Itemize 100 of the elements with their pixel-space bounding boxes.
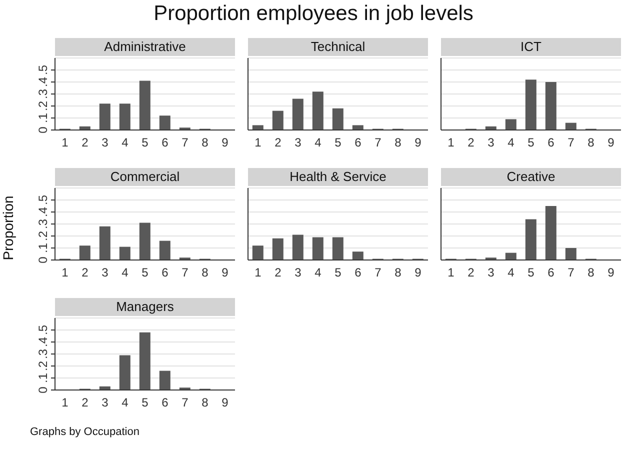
x-tick-label: 5 bbox=[528, 266, 535, 280]
x-tick-label: 6 bbox=[162, 266, 169, 280]
y-tick-label: .2 bbox=[36, 230, 50, 242]
bar bbox=[119, 104, 130, 130]
x-tick-label: 5 bbox=[334, 136, 342, 150]
bar bbox=[292, 98, 304, 130]
bar bbox=[332, 237, 344, 260]
x-tick-label: 6 bbox=[162, 396, 169, 410]
x-tick-label: 4 bbox=[314, 266, 322, 280]
y-tick-label: .5 bbox=[36, 324, 50, 336]
x-tick-label: 4 bbox=[314, 136, 322, 150]
x-tick-label: 2 bbox=[82, 136, 89, 150]
x-tick-label: 9 bbox=[222, 136, 229, 150]
x-tick-label: 1 bbox=[254, 136, 262, 150]
chart-subtitle: Commercial bbox=[55, 168, 235, 186]
x-tick-label: 7 bbox=[374, 266, 382, 280]
bar bbox=[565, 122, 576, 130]
x-tick-label: 3 bbox=[294, 136, 302, 150]
bar bbox=[272, 110, 284, 130]
x-tick-label: 5 bbox=[142, 136, 149, 150]
bar bbox=[159, 240, 170, 260]
bar bbox=[312, 92, 324, 130]
bar bbox=[139, 80, 150, 130]
bar bbox=[505, 119, 516, 130]
x-tick-label: 4 bbox=[508, 266, 515, 280]
bar bbox=[99, 104, 110, 130]
bar bbox=[99, 226, 110, 260]
x-tick-label: 1 bbox=[448, 136, 455, 150]
y-tick-label: 0 bbox=[36, 126, 50, 134]
x-tick-label: 9 bbox=[222, 266, 229, 280]
bar bbox=[119, 355, 130, 390]
chart-subtitle: Administrative bbox=[55, 38, 235, 56]
bar bbox=[525, 80, 536, 130]
y-tick-label: 0 bbox=[36, 386, 50, 394]
x-tick-label: 6 bbox=[354, 266, 362, 280]
x-tick-label: 9 bbox=[414, 136, 422, 150]
x-tick-label: 4 bbox=[122, 266, 129, 280]
x-tick-label: 5 bbox=[334, 266, 342, 280]
y-tick-label: 0 bbox=[36, 256, 50, 264]
x-tick-label: 9 bbox=[608, 266, 615, 280]
x-tick-label: 8 bbox=[202, 136, 209, 150]
x-tick-label: 7 bbox=[182, 266, 189, 280]
x-tick-label: 6 bbox=[548, 266, 555, 280]
x-tick-label: 5 bbox=[142, 396, 149, 410]
x-tick-label: 9 bbox=[608, 136, 615, 150]
x-tick-label: 9 bbox=[222, 396, 229, 410]
x-tick-label: 2 bbox=[274, 266, 282, 280]
y-tick-label: .2 bbox=[36, 100, 50, 112]
x-tick-label: 6 bbox=[162, 136, 169, 150]
x-tick-label: 8 bbox=[394, 136, 402, 150]
y-tick-label: .4 bbox=[36, 76, 50, 88]
x-tick-label: 7 bbox=[568, 266, 575, 280]
x-tick-label: 3 bbox=[294, 266, 302, 280]
bar bbox=[545, 206, 556, 260]
x-tick-label: 7 bbox=[374, 136, 382, 150]
x-tick-label: 7 bbox=[182, 136, 189, 150]
chart-subtitle: Managers bbox=[55, 298, 235, 316]
y-tick-label: .4 bbox=[36, 206, 50, 218]
x-tick-label: 2 bbox=[468, 136, 475, 150]
y-tick-label: .1 bbox=[36, 372, 50, 384]
x-tick-label: 2 bbox=[82, 396, 89, 410]
bar bbox=[565, 248, 576, 260]
x-tick-label: 1 bbox=[62, 136, 69, 150]
bar bbox=[252, 125, 264, 130]
bar bbox=[505, 252, 516, 260]
y-tick-label: .3 bbox=[36, 88, 50, 100]
x-tick-label: 8 bbox=[394, 266, 402, 280]
bar bbox=[292, 234, 304, 260]
bar bbox=[79, 246, 90, 260]
x-tick-label: 4 bbox=[122, 136, 129, 150]
x-tick-label: 1 bbox=[448, 266, 455, 280]
x-tick-label: 3 bbox=[102, 136, 109, 150]
bar bbox=[159, 116, 170, 130]
bar bbox=[159, 370, 170, 390]
bar bbox=[119, 246, 130, 260]
x-tick-label: 3 bbox=[102, 396, 109, 410]
bar bbox=[352, 125, 364, 130]
x-tick-label: 8 bbox=[202, 266, 209, 280]
x-tick-label: 9 bbox=[414, 266, 422, 280]
bar bbox=[312, 237, 324, 260]
x-tick-label: 7 bbox=[568, 136, 575, 150]
bar bbox=[545, 82, 556, 130]
bar bbox=[139, 222, 150, 260]
x-tick-label: 1 bbox=[254, 266, 262, 280]
bar bbox=[252, 246, 264, 260]
x-tick-label: 2 bbox=[468, 266, 475, 280]
x-tick-label: 3 bbox=[102, 266, 109, 280]
y-tick-label: .4 bbox=[36, 336, 50, 348]
x-tick-label: 3 bbox=[488, 266, 495, 280]
bar bbox=[352, 252, 364, 260]
chart-subtitle: Creative bbox=[441, 168, 621, 186]
y-tick-label: .3 bbox=[36, 348, 50, 360]
x-tick-label: 2 bbox=[82, 266, 89, 280]
x-tick-label: 8 bbox=[202, 396, 209, 410]
chart-subtitle: Technical bbox=[248, 38, 428, 56]
x-tick-label: 8 bbox=[588, 136, 595, 150]
chart-subtitle: Health & Service bbox=[248, 168, 428, 186]
y-tick-label: .5 bbox=[36, 194, 50, 206]
x-tick-label: 5 bbox=[528, 136, 535, 150]
bar bbox=[272, 238, 284, 260]
